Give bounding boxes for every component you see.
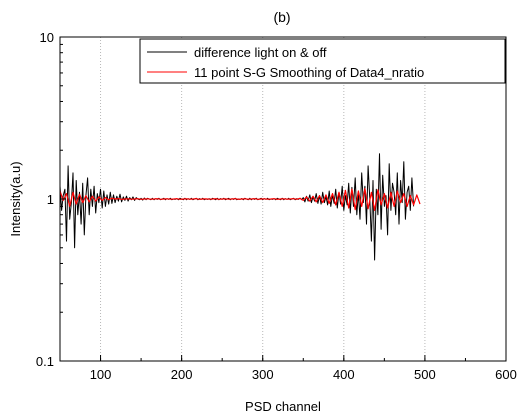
legend-label-difference: difference light on & off <box>194 45 327 60</box>
x-axis: 100 200 300 400 500 600 <box>60 355 517 382</box>
x-tick-label: 100 <box>90 367 112 382</box>
legend-label-smoothing: 11 point S-G Smoothing of Data4_nratio <box>194 65 424 80</box>
x-tick-label: 300 <box>252 367 274 382</box>
chart-title: (b) <box>273 9 290 25</box>
x-tick-label: 600 <box>495 367 517 382</box>
plot-area <box>60 154 420 260</box>
x-tick-label: 400 <box>333 367 355 382</box>
series-line-difference <box>60 154 414 260</box>
y-tick-label: 0.1 <box>36 354 54 369</box>
y-axis-label: Intensity(a.u) <box>8 161 23 236</box>
x-tick-label: 200 <box>171 367 193 382</box>
y-tick-label: 10 <box>40 30 54 45</box>
y-axis: 0.1 1 10 <box>36 30 66 369</box>
x-tick-label: 500 <box>414 367 436 382</box>
y-tick-label: 1 <box>47 192 54 207</box>
legend: difference light on & off 11 point S-G S… <box>140 39 505 83</box>
x-axis-label: PSD channel <box>245 399 321 414</box>
